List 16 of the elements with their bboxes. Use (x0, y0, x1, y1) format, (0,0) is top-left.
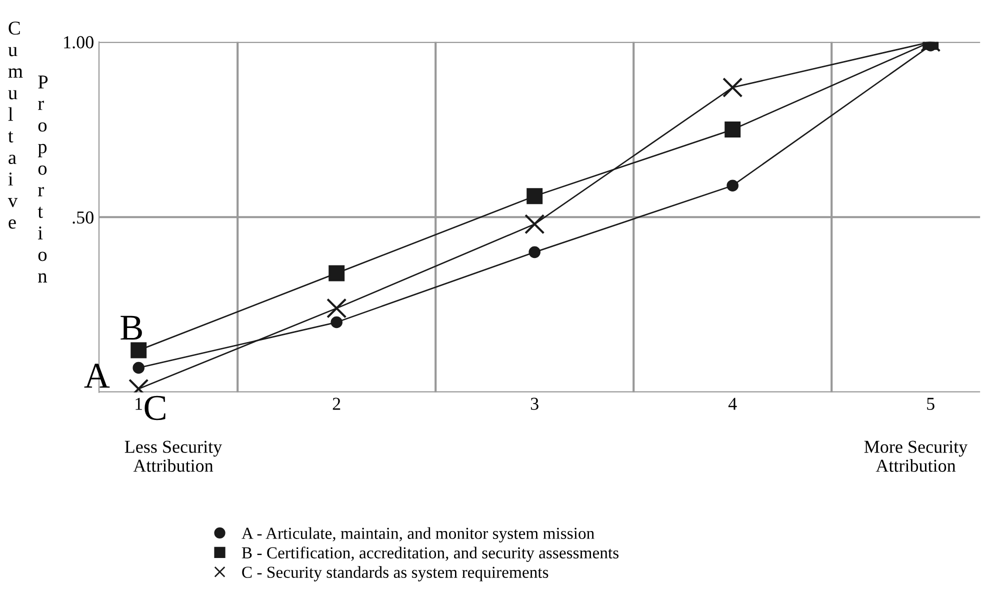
text: Cumultaive Proportion (8, 22, 48, 282)
x-tick-label: 1 (136, 398, 142, 410)
legend-label: C - Security standards as system requirements (242, 566, 548, 582)
annotation: B (120, 316, 142, 340)
x-tick-label: 2 (332, 398, 340, 410)
legend-label: B - Certification, accreditation, and security assessments (242, 546, 618, 562)
x-tick-label: 4 (728, 398, 737, 410)
text: Less Security Attribution (124, 440, 222, 472)
annotation: A (84, 364, 110, 388)
y-tick-label: .50 (72, 211, 94, 224)
x-tick-label: 3 (530, 398, 538, 410)
annotation: C (144, 396, 166, 420)
y-tick-label: 1.00 (64, 36, 94, 48)
x-tick-label: 5 (927, 398, 934, 410)
text: More Security Attribution (864, 440, 968, 472)
legend-label: A - Articulate, maintain, and monitor system mission (242, 527, 594, 542)
